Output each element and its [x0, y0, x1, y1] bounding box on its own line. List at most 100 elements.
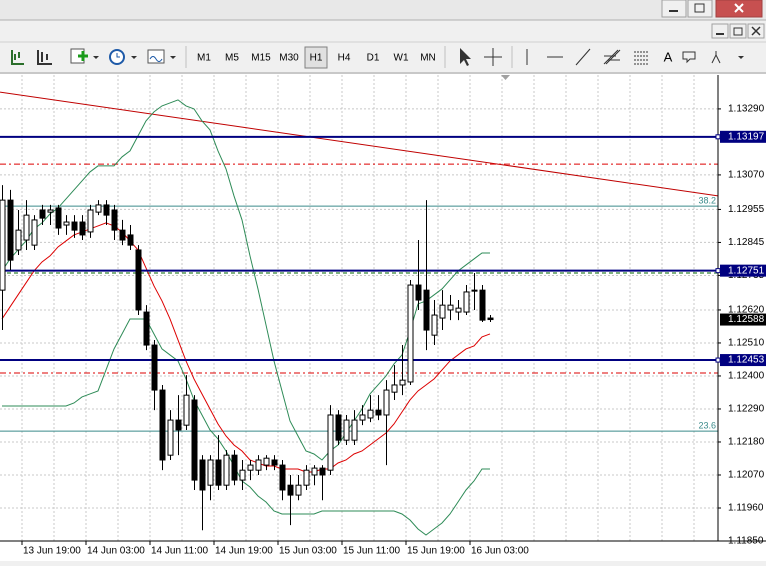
- trendline: [0, 91, 718, 197]
- candle-body: [391, 384, 398, 393]
- dropdown[interactable]: [93, 56, 99, 59]
- candle-body: [111, 209, 118, 231]
- candle-body: [127, 234, 134, 246]
- icon: [116, 53, 120, 58]
- candle-body: [191, 399, 198, 481]
- timeframe-button[interactable]: H4: [338, 53, 351, 64]
- candle-body: [87, 209, 94, 233]
- level-label-box: [720, 264, 766, 277]
- candle-body: [415, 284, 422, 301]
- fib-level-label: 38.2: [698, 196, 716, 206]
- candle-body: [359, 414, 366, 421]
- current-price-label: 1.12588: [728, 314, 765, 325]
- toolbar: A M1 M5 M15 M30 H1 H4 D1 W1 MN: [11, 46, 744, 69]
- arrows-tool[interactable]: [711, 51, 721, 64]
- grid: [0, 75, 718, 542]
- timeframe-button[interactable]: M5: [225, 53, 239, 64]
- candle-body: [447, 304, 454, 311]
- candle-body: [15, 229, 22, 251]
- candle-body: [463, 291, 470, 313]
- candle-body: [31, 219, 38, 246]
- y-tick-label: 1.13070: [728, 170, 765, 181]
- candle-body: [207, 459, 214, 486]
- candle-body: [151, 344, 158, 391]
- cursor-tool[interactable]: [460, 48, 471, 66]
- candle-body: [247, 464, 254, 471]
- candle-body: [327, 414, 334, 471]
- text-tool[interactable]: A: [664, 49, 673, 64]
- timeframe-button[interactable]: MN: [420, 53, 436, 64]
- candle-body: [135, 249, 142, 311]
- candle-body: [303, 469, 310, 486]
- y-tick-label: 1.12290: [728, 404, 765, 415]
- x-tick-label: 14 Jun 11:00: [151, 546, 209, 557]
- icon: [78, 51, 88, 61]
- candle-body: [71, 221, 78, 231]
- timeframe-button[interactable]: M15: [251, 53, 271, 64]
- dropdown[interactable]: [170, 56, 176, 59]
- y-tick-label: 1.12070: [728, 470, 765, 481]
- child-restore[interactable]: [729, 23, 747, 39]
- candle-body: [343, 419, 350, 441]
- timeframe-button[interactable]: W1: [394, 53, 409, 64]
- restore-button[interactable]: [687, 0, 713, 18]
- trendline-tool[interactable]: [575, 48, 591, 66]
- candle-body: [95, 204, 102, 213]
- timeframe-button[interactable]: H1: [310, 53, 323, 64]
- candle-body: [263, 457, 270, 466]
- y-tick-label: 1.12180: [728, 437, 765, 448]
- indicator-line: [2, 318, 490, 536]
- candle-body: [383, 389, 390, 416]
- candle-body: [215, 459, 222, 486]
- icon: [149, 56, 163, 62]
- label-tool[interactable]: [682, 51, 696, 64]
- candle-body: [367, 409, 374, 419]
- candle-body: [159, 389, 166, 461]
- x-tick-label: 15 Jun 03:00: [279, 546, 337, 557]
- bar-chart-tool[interactable]: [11, 50, 24, 65]
- candle-body: [423, 289, 430, 331]
- candle-body: [47, 209, 54, 213]
- y-tick-label: 1.12845: [728, 237, 765, 248]
- candle-body: [175, 419, 182, 431]
- timeframe-button[interactable]: M1: [197, 53, 211, 64]
- candle-body: [143, 311, 150, 346]
- y-tick-label: 1.11960: [728, 503, 764, 514]
- title-bar: [0, 0, 766, 20]
- dropdown[interactable]: [738, 56, 744, 59]
- level-label-box: [720, 130, 766, 143]
- current-price-box: [720, 313, 766, 326]
- templates-tool[interactable]: [147, 49, 165, 64]
- candle-body: [103, 204, 110, 216]
- candle-body: [231, 454, 238, 481]
- child-minimize[interactable]: [711, 23, 729, 39]
- candle-body: [119, 229, 126, 241]
- crosshair-tool[interactable]: [484, 48, 502, 66]
- plot-area: 38.2 23.6: [0, 91, 718, 536]
- x-tick-label: 14 Jun 03:00: [87, 546, 145, 557]
- icon: [751, 26, 761, 36]
- chart-shift-marker[interactable]: [501, 75, 510, 80]
- candle-body: [431, 314, 438, 336]
- level-marker: [715, 268, 721, 274]
- candle-body: [39, 209, 46, 219]
- candle-tool[interactable]: [37, 50, 52, 65]
- x-tick-label: 16 Jun 03:00: [471, 546, 529, 557]
- x-tick-label: 14 Jun 19:00: [215, 546, 273, 557]
- timeframe-button[interactable]: M30: [279, 53, 299, 64]
- dropdown[interactable]: [131, 56, 137, 59]
- candle-body: [239, 469, 246, 481]
- candle-body: [479, 289, 486, 321]
- minimize-button[interactable]: [661, 0, 687, 18]
- chart-background: [0, 74, 766, 561]
- x-tick-label: 13 Jun 19:00: [23, 546, 81, 557]
- candle-body: [199, 459, 206, 491]
- channel-tool[interactable]: [603, 49, 621, 65]
- child-window-controls: [711, 23, 765, 39]
- candle-body: [255, 459, 262, 471]
- fibonacci-tool[interactable]: [634, 51, 648, 65]
- level-marker: [715, 357, 721, 363]
- timeframe-button[interactable]: D1: [367, 53, 380, 64]
- y-tick-label: 1.13290: [728, 104, 765, 115]
